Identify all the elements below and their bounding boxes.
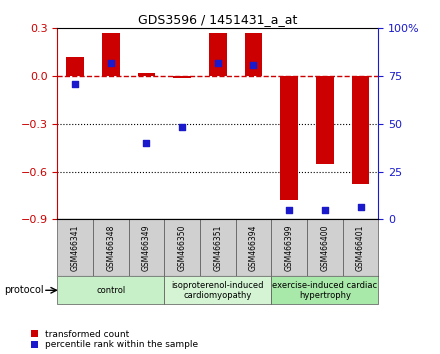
Text: GSM466394: GSM466394 (249, 224, 258, 271)
Text: GSM466348: GSM466348 (106, 224, 115, 271)
Bar (271, 219, 307, 276)
Bar (93, 219, 128, 276)
Point (179, 124, 186, 130)
Bar (138, 73, 155, 76)
Point (107, 61, 114, 66)
Bar (173, 76, 191, 78)
Bar (164, 219, 200, 276)
Text: isoproterenol-induced
cardiomyopathy: isoproterenol-induced cardiomyopathy (172, 281, 264, 300)
Point (72, 81, 79, 87)
Bar (66, 57, 84, 76)
Text: GSM466401: GSM466401 (356, 224, 365, 271)
Bar (307, 219, 343, 276)
Bar (102, 33, 120, 76)
Legend: transformed count, percentile rank within the sample: transformed count, percentile rank withi… (31, 330, 198, 349)
Bar (271, 276, 378, 304)
Text: exercise-induced cardiac
hypertrophy: exercise-induced cardiac hypertrophy (272, 281, 378, 300)
Bar (200, 219, 236, 276)
Bar (209, 33, 227, 76)
Point (143, 140, 150, 146)
Bar (280, 76, 298, 200)
Bar (236, 219, 271, 276)
Text: GSM466350: GSM466350 (178, 224, 187, 271)
Bar (57, 219, 93, 276)
Bar (57, 276, 164, 304)
Text: GSM466399: GSM466399 (285, 224, 293, 271)
Text: control: control (96, 286, 125, 295)
Point (321, 207, 328, 213)
Bar (245, 33, 262, 76)
Bar (343, 219, 378, 276)
Text: GSM466349: GSM466349 (142, 224, 151, 271)
Bar (164, 276, 271, 304)
Bar (128, 219, 164, 276)
Point (250, 62, 257, 68)
Point (214, 61, 221, 66)
Text: GSM466400: GSM466400 (320, 224, 330, 271)
Text: GSM466341: GSM466341 (70, 224, 80, 271)
Title: GDS3596 / 1451431_a_at: GDS3596 / 1451431_a_at (138, 13, 297, 26)
Text: GSM466351: GSM466351 (213, 224, 222, 271)
Text: protocol: protocol (4, 285, 44, 295)
Point (286, 207, 293, 213)
Bar (316, 76, 334, 164)
Bar (352, 76, 370, 184)
Point (357, 204, 364, 210)
